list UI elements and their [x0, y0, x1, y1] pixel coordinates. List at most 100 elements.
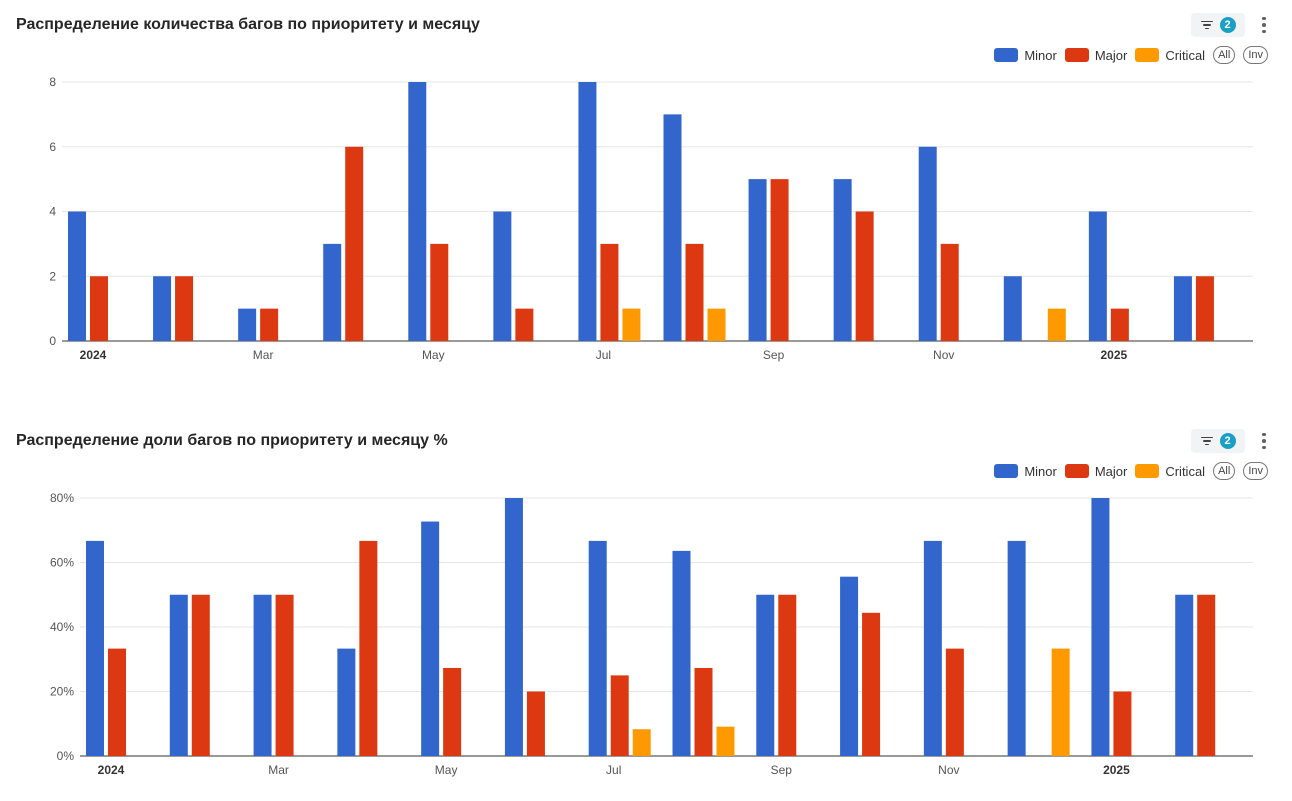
legend-swatch-minor [994, 48, 1019, 62]
x-tick-label: 2025 [1103, 763, 1130, 777]
bar-chart-plot: 0% 20% 40% 60% 80% 2024 Mar May Jul Sep Nov 2025 [50, 491, 1253, 777]
x-tick-label: Jul [606, 763, 621, 777]
bug-share-chart-panel: Распределение доли багов по приоритету и… [0, 416, 1292, 801]
bar-minor [663, 114, 682, 341]
bug-count-chart-panel: Распределение количества багов по приори… [0, 0, 1292, 400]
bar-critical [716, 726, 735, 756]
bar-major [770, 179, 789, 341]
bar-minor [68, 211, 86, 341]
x-tick-label: Mar [253, 348, 274, 362]
legend-label-major: Major [1094, 47, 1128, 63]
legend-item-major[interactable]: Major [1064, 464, 1127, 479]
legend-label-critical: Critical [1165, 47, 1206, 63]
y-tick-label: 0 [49, 334, 56, 348]
bar-minor [756, 594, 775, 756]
legend-select-all-button[interactable]: All [1213, 46, 1236, 64]
bar-major [260, 308, 279, 341]
bar-major [1110, 308, 1129, 341]
bar-minor [493, 211, 512, 341]
bar-major [862, 612, 881, 756]
bar-major [90, 276, 108, 341]
legend-item-major[interactable]: Major [1064, 47, 1128, 63]
legend-select-all-button[interactable]: All [1213, 462, 1236, 480]
bar-minor [1088, 211, 1107, 341]
bar-critical [707, 308, 726, 341]
legend-item-critical[interactable]: Critical [1135, 464, 1205, 479]
bar-major [1197, 594, 1216, 756]
more-options-icon[interactable] [1256, 430, 1272, 452]
legend-swatch-major [1064, 464, 1089, 478]
bar-minor [238, 308, 257, 341]
y-tick-label: 8 [49, 75, 56, 89]
bar-minor [1007, 540, 1026, 756]
y-tick-label: 60% [50, 556, 74, 570]
bar-major [526, 691, 545, 756]
legend-label-critical: Critical [1165, 463, 1206, 479]
bar-minor [337, 648, 356, 756]
bar-minor [1091, 498, 1110, 756]
bar-minor [421, 521, 440, 756]
bar-major [191, 594, 210, 756]
bar-minor [833, 179, 852, 341]
bar-major [600, 243, 619, 341]
bar-minor [153, 276, 172, 341]
y-tick-label: 20% [50, 685, 74, 699]
legend-item-critical[interactable]: Critical [1135, 48, 1205, 63]
bar-major [855, 211, 874, 341]
x-tick-label: Nov [933, 348, 954, 362]
bar-major [359, 540, 378, 756]
x-tick-label: 2025 [1101, 348, 1128, 362]
bar-major [345, 146, 364, 341]
bar-minor [672, 550, 691, 756]
bar-minor [408, 82, 427, 341]
bar-minor [840, 576, 859, 756]
filter-icon [1200, 436, 1213, 446]
legend-invert-button[interactable]: Inv [1243, 462, 1268, 480]
chart-title: Распределение количества багов по приори… [16, 16, 480, 33]
bar-minor [169, 594, 188, 756]
y-tick-label: 40% [50, 620, 74, 634]
y-tick-label: 80% [50, 491, 74, 505]
bar-major [778, 594, 797, 756]
filter-count-badge: 2 [1219, 17, 1236, 33]
filter-button[interactable]: 2 [1191, 13, 1245, 37]
x-tick-label: Nov [938, 763, 959, 777]
legend-swatch-critical [1135, 48, 1160, 62]
x-tick-label: Mar [268, 763, 289, 777]
legend-item-minor[interactable]: Minor [994, 464, 1057, 479]
x-tick-label: May [435, 763, 458, 777]
more-options-icon[interactable] [1256, 14, 1272, 36]
filter-button[interactable]: 2 [1191, 429, 1245, 453]
bar-minor [323, 243, 342, 341]
legend-invert-button[interactable]: Inv [1243, 46, 1268, 64]
y-tick-label: 0% [57, 749, 75, 763]
bar-major [175, 276, 194, 341]
bar-major [1195, 276, 1214, 341]
x-tick-label: May [422, 348, 445, 362]
bar-minor [578, 82, 597, 341]
bar-major [685, 243, 704, 341]
bar-critical [1047, 308, 1066, 341]
bar-major [430, 243, 449, 341]
bar-chart-plot: 0 2 4 6 8 2024 Mar May Jul Sep Nov 2025 [49, 75, 1253, 362]
legend-item-minor[interactable]: Minor [994, 48, 1057, 63]
bar-minor [504, 498, 523, 756]
bar-major [945, 648, 964, 756]
bar-minor [748, 179, 767, 341]
bar-minor [1173, 276, 1192, 341]
x-tick-label: Sep [763, 348, 785, 362]
legend-label-minor: Minor [1024, 463, 1057, 479]
bar-minor [86, 540, 104, 756]
legend-swatch-minor [994, 464, 1019, 478]
y-tick-label: 4 [49, 205, 56, 219]
bar-minor [923, 540, 942, 756]
chart-legend: Minor Major Critical All Inv [994, 46, 1268, 64]
bar-major [275, 594, 294, 756]
legend-swatch-critical [1135, 464, 1160, 478]
bar-minor [1175, 594, 1194, 756]
x-tick-label: 2024 [80, 348, 107, 362]
x-tick-label: Jul [596, 348, 611, 362]
bar-major [515, 308, 534, 341]
bar-minor [1003, 276, 1022, 341]
bar-major [940, 243, 959, 341]
